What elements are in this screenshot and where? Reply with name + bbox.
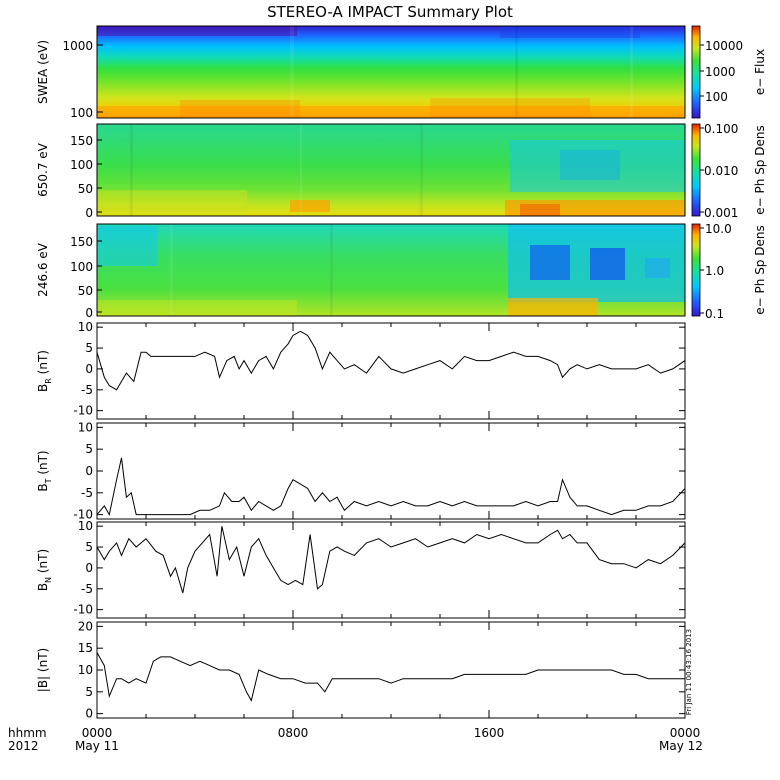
pad650-ytick: 150 <box>70 134 93 148</box>
bn-panel: 10 5 0 -5 -10 BN (nT) <box>36 519 686 619</box>
pad650-colorbar: 0.100 0.010 0.001 e− Ph Sp Dens <box>691 122 767 220</box>
pad650-ytick: 50 <box>78 182 93 196</box>
bt-ytick-label: 5 <box>85 442 93 456</box>
pad246-ytick: 150 <box>70 235 93 249</box>
bn-ytick-label: -5 <box>81 582 93 596</box>
x-tick-label: 0000 <box>670 726 701 740</box>
bmag-series-line <box>97 652 685 702</box>
swea-yticks: 1000 100 <box>62 39 103 120</box>
br-panel: 10 5 0 -5 -10 BR (nT) <box>36 320 686 420</box>
pad650-ytick: 0 <box>85 206 93 220</box>
x-tick-label: 1600 <box>474 726 505 740</box>
bmag-ytick-label: 10 <box>78 663 93 677</box>
pad246-ytick: 100 <box>70 260 93 274</box>
x-date-label: May 11 <box>75 739 119 753</box>
bmag-ytick-label: 20 <box>78 619 93 633</box>
timestamp-note: Fri Jan 11 00:43:16 2013 <box>685 629 693 715</box>
pad650-cbar-label: e− Ph Sp Dens <box>753 125 767 214</box>
swea-ytick: 100 <box>70 106 93 120</box>
x-left-label: 2012 <box>8 739 39 753</box>
pad650-ylabel: 650.7 eV <box>36 142 50 197</box>
br-series-line <box>97 330 685 391</box>
bt-ytick-label: 10 <box>78 420 93 434</box>
pad246-ylabel: 246.6 eV <box>36 242 50 297</box>
pad246-cbar-label: e− Ph Sp Dens <box>753 225 767 314</box>
br-ytick-label: -10 <box>73 404 93 418</box>
magnetic-field-panels: 10 5 0 -5 -10 BR (nT) 10 5 0 -5 -10 BT (nT) 10 5 0 -5 -1… <box>36 320 686 721</box>
x-tick-label: 0000 <box>82 726 113 740</box>
pad246-cbar-tick: 0.1 <box>705 307 724 321</box>
bn-series-line <box>97 526 685 594</box>
pad246-ytick: 0 <box>85 306 93 320</box>
x-left-label: hhmm <box>8 726 47 740</box>
swea-spectrogram <box>96 25 686 119</box>
br-ylabel: BR (nT) <box>36 350 53 392</box>
bt-ylabel: BT (nT) <box>36 450 53 491</box>
swea-cbar-tick: 10000 <box>705 39 743 53</box>
bmag-ylabel: |B| (nT) <box>36 648 50 692</box>
swea-ylabel: SWEA (eV) <box>36 40 50 104</box>
pad246-spectrogram <box>96 223 686 317</box>
bt-ytick-label: 0 <box>85 464 93 478</box>
x-tick-label: 0800 <box>278 726 309 740</box>
bn-ytick-label: -10 <box>73 603 93 617</box>
bn-frame <box>96 521 686 619</box>
pad650-ytick: 100 <box>70 158 93 172</box>
chart-title: STEREO-A IMPACT Summary Plot <box>267 3 513 21</box>
swea-ytick: 1000 <box>62 39 93 53</box>
br-ytick-label: 10 <box>78 320 93 334</box>
x-axis: hhmm 2012 0000 0800 1600 0000 May 11 May… <box>8 726 703 753</box>
pad246-yticks: 150 100 50 0 <box>70 235 102 320</box>
bn-ytick-label: 0 <box>85 561 93 575</box>
bt-ytick-label: -10 <box>73 508 93 522</box>
swea-cbar-tick: 100 <box>705 90 728 104</box>
bt-ytick-label: -5 <box>81 486 93 500</box>
bmag-panel: 20 15 10 5 0 |B| (nT) <box>36 619 686 721</box>
bn-ylabel: BN (nT) <box>36 549 53 591</box>
pad246-colorbar: 10.0 1.0 0.1 e− Ph Sp Dens <box>691 222 767 321</box>
swea-cbar-tick: 1000 <box>705 65 736 79</box>
x-date-label: May 12 <box>659 739 703 753</box>
bn-ytick-label: 10 <box>78 519 93 533</box>
br-frame <box>96 322 686 420</box>
bt-panel: 10 5 0 -5 -10 BT (nT) <box>36 420 686 522</box>
pad246-cbar-tick: 10.0 <box>705 222 732 236</box>
bmag-ytick-label: 0 <box>85 707 93 721</box>
br-ytick-label: -5 <box>81 383 93 397</box>
bn-ytick-label: 5 <box>85 540 93 554</box>
pad650-spectrogram <box>96 123 686 217</box>
pad650-yticks: 150 100 50 0 <box>70 134 102 220</box>
pad650-cbar-tick: 0.010 <box>704 164 738 178</box>
swea-cbar-label: e− Flux <box>753 49 767 95</box>
pad246-ytick: 50 <box>78 284 93 298</box>
pad650-cbar-tick: 0.001 <box>704 206 738 220</box>
bmag-ytick-label: 5 <box>85 685 93 699</box>
br-ytick-label: 0 <box>85 362 93 376</box>
swea-colorbar: 10000 1000 100 e− Flux <box>691 25 767 119</box>
bmag-ytick-label: 15 <box>78 641 93 655</box>
pad246-cbar-tick: 1.0 <box>705 264 724 278</box>
br-ytick-label: 5 <box>85 341 93 355</box>
bt-frame <box>96 422 686 520</box>
pad650-cbar-tick: 0.100 <box>704 122 738 136</box>
bt-series-line <box>97 457 685 516</box>
